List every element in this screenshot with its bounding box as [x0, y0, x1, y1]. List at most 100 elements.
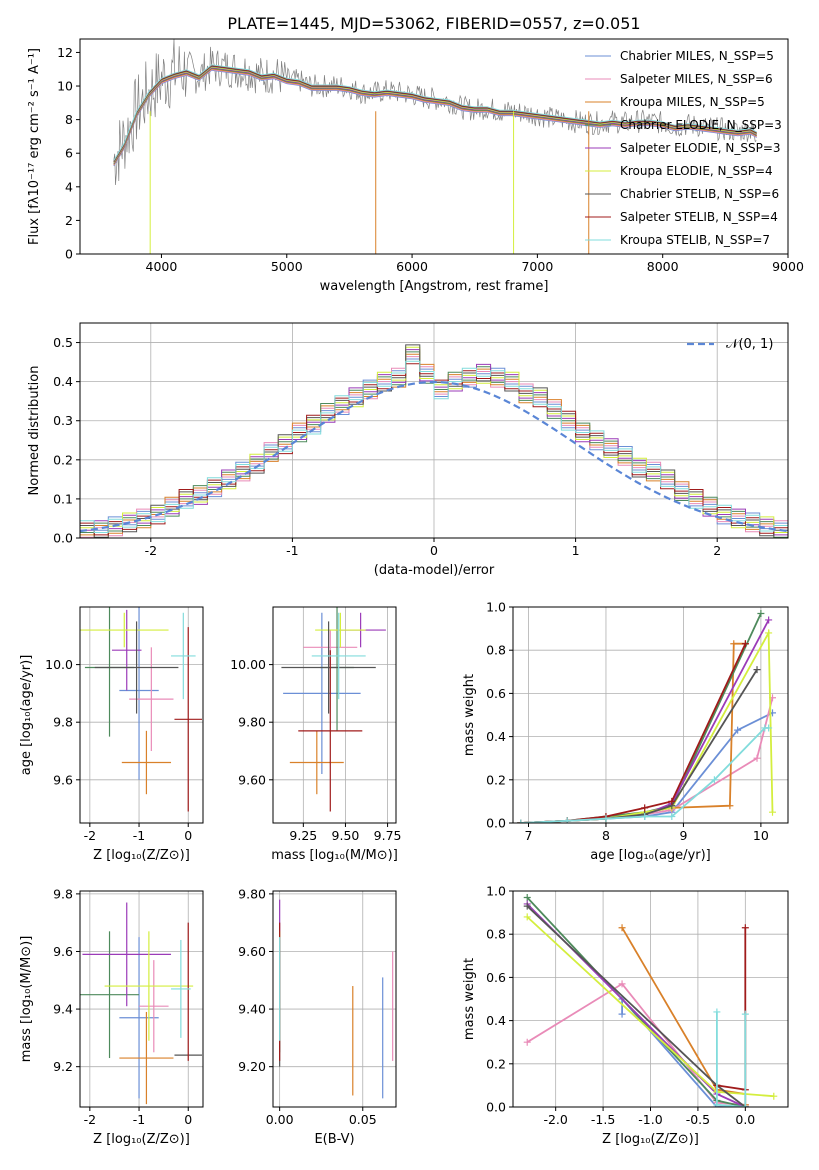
series-line-8 — [716, 1012, 747, 1107]
ytick-label-0: 0.0 — [486, 1100, 506, 1115]
series-marker-2-5 — [726, 802, 734, 810]
xtick-label-2: 6000 — [396, 259, 428, 274]
ytick-label-2: 9.6 — [53, 944, 73, 959]
series-marker-4-5 — [765, 616, 773, 624]
xtick-label-5: 9000 — [772, 259, 804, 274]
series-marker-8-2 — [741, 1103, 749, 1107]
ytick-label-4: 0.8 — [486, 643, 506, 658]
xtick-label-4: 0.0 — [735, 1112, 755, 1127]
xtick-label-2: -1.0 — [638, 1112, 662, 1127]
xtick-label-1: 0.05 — [349, 1112, 377, 1127]
series-line-3 — [520, 613, 762, 823]
axes-frame — [79, 606, 204, 824]
ytick-label-0: 9.20 — [238, 1059, 266, 1074]
panel-age-weight: 7 8 9 10 0.0 0.2 0.4 0.6 0.8 1.0 age [log₁₀(age/yr… — [462, 600, 789, 863]
legend-label-normal: 𝒩(0, 1) — [726, 337, 773, 352]
panel-Z-mass: -2 -1 0 9.2 9.4 9.6 9.8 Z [log₁₀(Z/Z⊙)] mass [lo… — [19, 886, 204, 1147]
xtick-label-0: -2 — [84, 828, 96, 843]
series-marker-6-5 — [753, 666, 761, 674]
legend-label-5: Kroupa ELODIE, N_SSP=4 — [620, 164, 773, 178]
spectrum-model-line-0 — [113, 69, 757, 167]
xtick-label-3: 1 — [572, 543, 580, 558]
plot-area-Z-mass — [80, 902, 203, 1105]
series-marker-2-0 — [618, 924, 626, 932]
xtick-label-3: -0.5 — [686, 1112, 710, 1127]
series-marker-5-5 — [765, 629, 773, 637]
ytick-label-3: 0.6 — [486, 686, 506, 701]
legend-label-1: Salpeter MILES, N_SSP=6 — [620, 72, 773, 86]
ylabel-spectrum: Flux [fλ10⁻¹⁷ erg cm⁻² s⁻¹ A⁻¹] — [27, 48, 42, 245]
series-marker-5-3 — [770, 1092, 778, 1100]
legend-label-6: Chabrier STELIB, N_SSP=6 — [620, 187, 779, 201]
series-marker-8-2 — [602, 815, 610, 823]
series-line-1 — [526, 982, 746, 1106]
ytick-label-1: 9.40 — [238, 1002, 266, 1017]
xtick-label-1: 5000 — [271, 259, 303, 274]
ytick-label-5: 0.5 — [53, 335, 73, 350]
series-marker-0-0 — [618, 1010, 626, 1018]
series-marker-7-2 — [741, 924, 749, 932]
xtick-label-2: 9.75 — [374, 828, 402, 843]
panel-mass-age: 9.25 9.50 9.75 9.60 9.80 10.00 mass [log₁₀(M/M… — [230, 606, 402, 863]
xlabel-Z-mass: Z [log₁₀(Z/Z⊙)] — [93, 1132, 190, 1147]
ytick-label-1: 9.4 — [53, 1002, 73, 1017]
xtick-label-2: 0 — [184, 828, 192, 843]
series-marker-7-4 — [668, 797, 676, 805]
axes-frame — [512, 606, 789, 824]
series-line-5 — [526, 916, 774, 1098]
xlabel-spectrum: wavelength [Angstrom, rest frame] — [320, 279, 549, 294]
series-line-7 — [716, 927, 747, 1091]
xlabel-ebv-mass: E(B-V) — [314, 1132, 354, 1147]
xtick-label-2: 0 — [430, 543, 438, 558]
panel-ebv-mass: 0.00 0.05 9.20 9.40 9.60 9.80 E(B-V) — [238, 886, 397, 1147]
series-line-0 — [520, 711, 773, 823]
ytick-label-3: 0.3 — [53, 413, 73, 428]
xtick-label-0: 7 — [525, 828, 533, 843]
series-marker-7-3 — [641, 804, 649, 812]
hist-series-3 — [80, 351, 788, 538]
xtick-label-1: 9.50 — [332, 828, 360, 843]
series-line-2 — [520, 642, 746, 823]
ytick-label-0: 0.0 — [53, 531, 73, 546]
xlabel-Z-weight: Z [log₁₀(Z/Z⊙)] — [602, 1132, 699, 1147]
series-marker-8-3 — [741, 1010, 749, 1018]
plot-area-Z-age — [80, 607, 203, 812]
ytick-label-0: 9.6 — [53, 772, 73, 787]
ytick-label-3: 9.8 — [53, 886, 73, 901]
ylabel-Z-age: age [log₁₀(age/yr)] — [19, 655, 34, 776]
xtick-label-1: -1 — [133, 828, 145, 843]
xlabel-age-weight: age [log₁₀(age/yr)] — [590, 848, 711, 863]
plot-area-Z-weight — [523, 893, 778, 1107]
xtick-label-1: -1.5 — [591, 1112, 615, 1127]
series-marker-8-3 — [641, 813, 649, 821]
axes-frame — [272, 890, 397, 1108]
panel-spectrum: 4000 5000 6000 7000 8000 9000 0 2 4 6 8 10 12 wavelen… — [27, 38, 804, 294]
xtick-label-1: -1 — [133, 1112, 145, 1127]
series-marker-8-4 — [668, 813, 676, 821]
panel-Z-weight: -2.0 -1.5 -1.0 -0.5 0.0 0.0 0.2 0.4 0.6 0.8 1.0 Z [… — [462, 884, 789, 1147]
series-marker-8-7 — [765, 724, 773, 732]
spectrum-data-line — [113, 39, 757, 186]
xlabel-residuals: (data-model)/error — [374, 563, 495, 578]
series-marker-8-0 — [517, 819, 525, 823]
xtick-label-2: 0 — [184, 1112, 192, 1127]
xtick-label-2: 9 — [679, 828, 687, 843]
ytick-label-1: 2 — [65, 213, 73, 228]
ylabel-Z-mass: mass [log₁₀(M/M⊙)] — [19, 936, 34, 1063]
spectrum-model-line-3 — [113, 67, 757, 165]
ylabel-Z-weight: mass weight — [462, 958, 477, 1040]
ytick-label-1: 9.8 — [53, 715, 73, 730]
ytick-label-3: 0.6 — [486, 970, 506, 985]
plot-area-ebv-mass — [279, 899, 394, 1099]
xtick-label-4: 2 — [713, 543, 721, 558]
legend-label-3: Chabrier ELODIE, N_SSP=3 — [620, 118, 782, 132]
ytick-label-2: 0.2 — [53, 452, 73, 467]
ytick-label-1: 0.2 — [486, 772, 506, 787]
spectrum-model-line-7 — [113, 64, 757, 162]
spectrum-model-line-6 — [113, 65, 757, 163]
panel-residuals: -2 -1 0 1 2 0.0 0.1 0.2 0.3 0.4 0.5 (data-model)/er… — [27, 322, 789, 578]
spectrum-model-line-2 — [113, 68, 757, 165]
ytick-label-5: 10 — [57, 79, 73, 94]
plot-area-mass-age — [281, 607, 386, 812]
